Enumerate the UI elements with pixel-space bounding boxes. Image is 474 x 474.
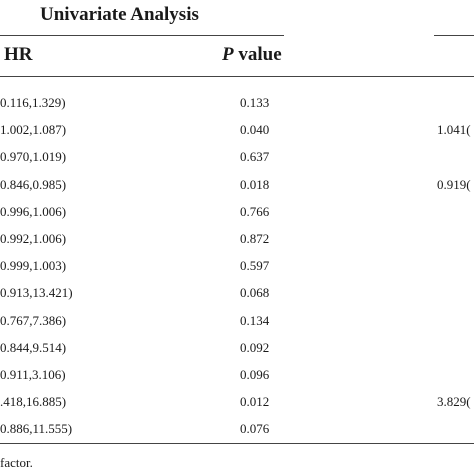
table-row-hr: 1.002,1.087) [0,122,67,137]
table-row-p-value: 0.872 [240,231,270,246]
p-value-column-header: P value [222,44,282,66]
table-row-p-value: 0.068 [240,285,270,300]
table-row-hr: 0.767,7.386) [0,313,67,328]
table-row-multivariate-hr: 0.919( [437,177,471,192]
table-row-p-value: 0.092 [240,340,270,355]
hr-column-header: HR [4,44,33,65]
group-header: Univariate Analysis [40,4,199,25]
table-row-hr: 0.999,1.003) [0,258,67,273]
table-row-hr: 0.911,3.106) [0,367,66,382]
table-row-p-value: 0.012 [240,394,270,409]
table-row-hr: 0.846,0.985) [0,177,67,192]
column-header-rule [0,76,474,77]
footnote: factor. [0,455,33,470]
table-row-p-value: 0.637 [240,149,270,164]
table-row-multivariate-hr: 1.041( [437,122,471,137]
p-rest: value [233,44,282,65]
table-row-hr: 0.116,1.329) [0,95,66,110]
table-bottom-rule [0,443,474,444]
table-row-multivariate-hr: 3.829( [437,394,471,409]
table-row-hr: .418,16.885) [0,394,67,409]
table-row-p-value: 0.076 [240,421,270,436]
table-row-p-value: 0.133 [240,95,270,110]
table-row-hr: 0.844,9.514) [0,340,67,355]
group-header-rule-right [434,35,474,36]
table-row-p-value: 0.040 [240,122,270,137]
table-row-p-value: 0.597 [240,258,270,273]
table-row-hr: 0.886,11.555) [0,421,73,436]
table-row-p-value: 0.134 [240,313,270,328]
group-header-rule [0,35,284,36]
table-row-p-value: 0.766 [240,204,270,219]
table-row-hr: 0.970,1.019) [0,149,67,164]
table-row-hr: 0.992,1.006) [0,231,67,246]
table-row-p-value: 0.018 [240,177,270,192]
table-row-hr: 0.996,1.006) [0,204,67,219]
p-italic: P [222,44,234,65]
table-row-p-value: 0.096 [240,367,270,382]
table-row-hr: 0.913,13.421) [0,285,73,300]
